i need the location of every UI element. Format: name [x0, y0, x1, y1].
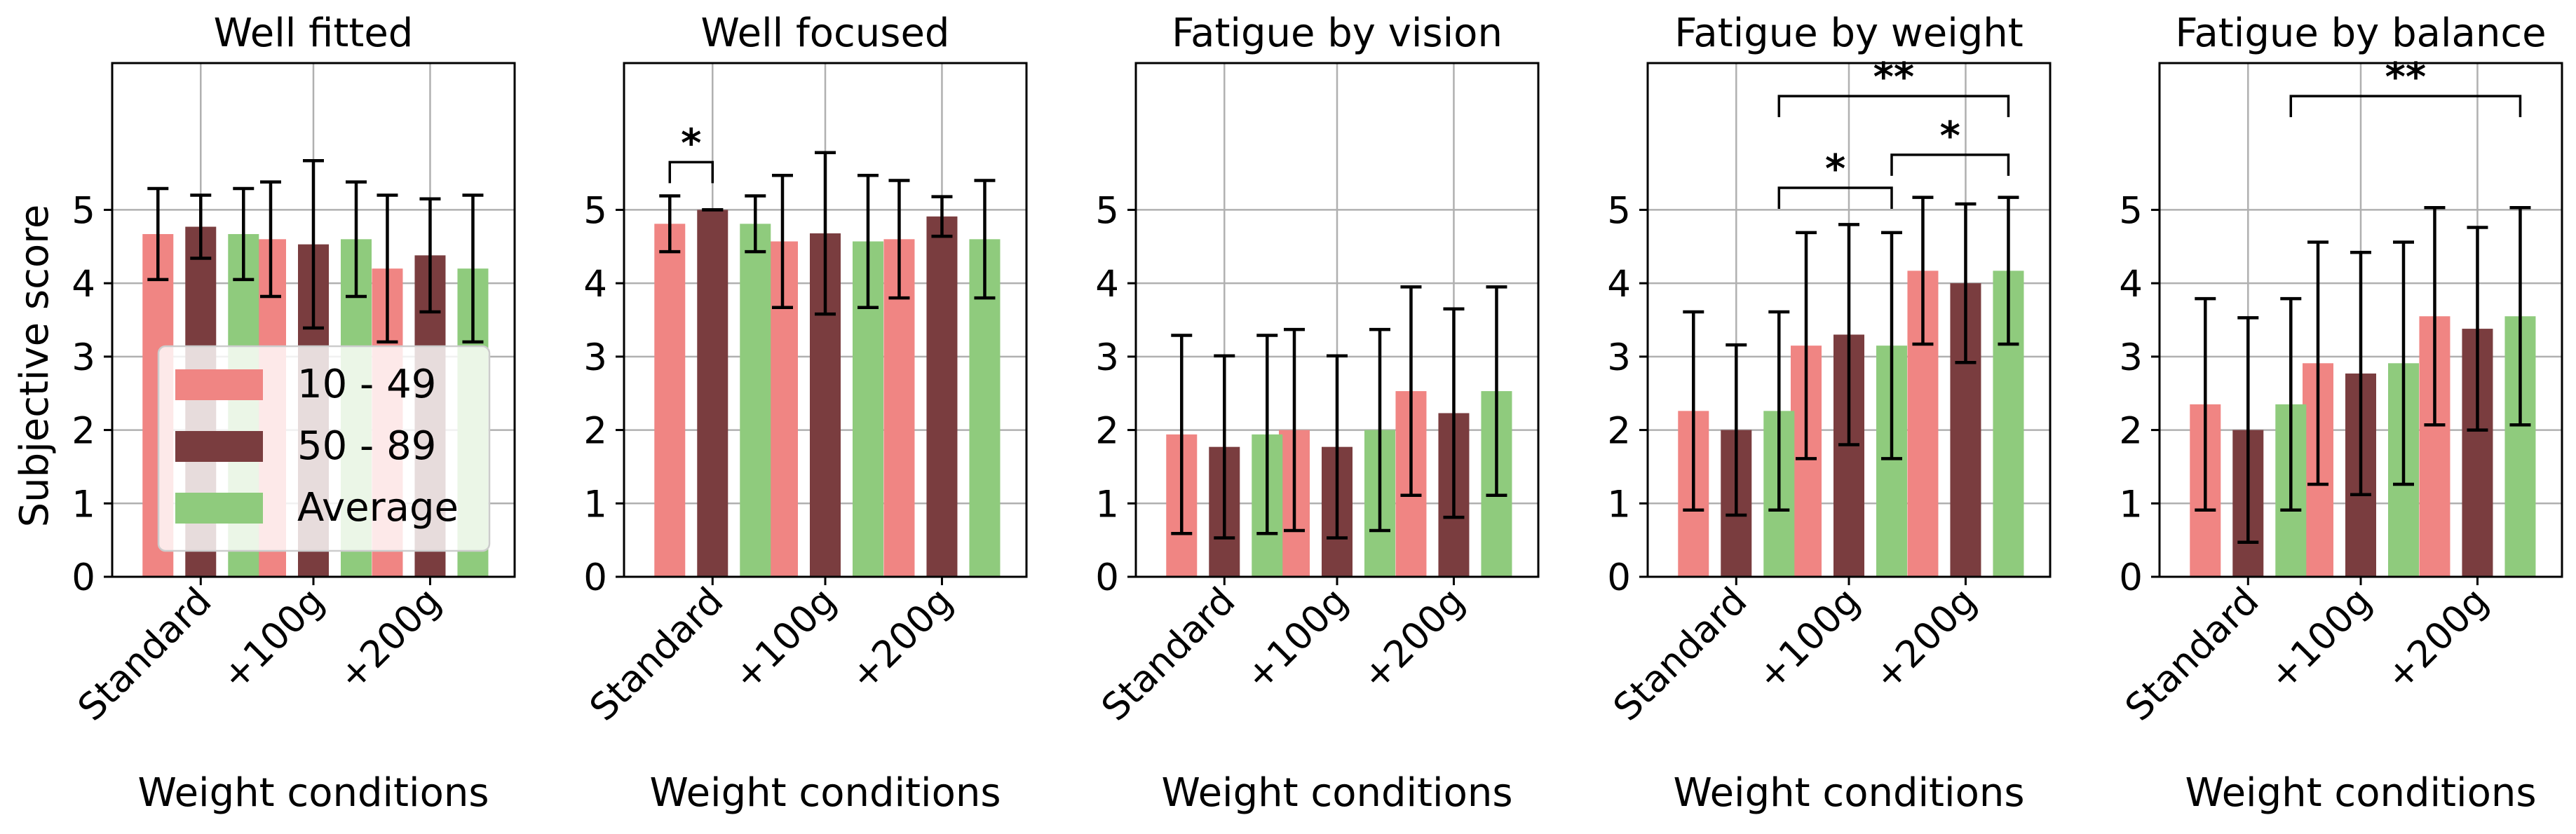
x-tick-label: +200g	[1354, 580, 1473, 699]
panel-title: Fatigue by balance	[2175, 11, 2546, 56]
y-tick-label: 1	[583, 483, 607, 526]
y-tick-label: 3	[583, 336, 607, 379]
y-tick-label: 3	[1607, 336, 1631, 379]
y-tick-label: 4	[1095, 263, 1119, 306]
legend-label: 10 - 49	[297, 362, 436, 407]
y-tick-label: 1	[2119, 483, 2143, 526]
x-tick-label: +200g	[842, 580, 961, 699]
y-tick-label: 5	[72, 189, 95, 232]
panel-title: Fatigue by weight	[1674, 11, 2023, 56]
y-tick-label: 2	[583, 410, 607, 453]
y-tick-label: 2	[2119, 410, 2143, 453]
x-tick-label: +200g	[2378, 580, 2497, 699]
legend-label: Average	[297, 485, 459, 531]
significance-bracket	[2289, 95, 2522, 118]
shared-y-axis-label: Subjective score	[12, 205, 57, 528]
panel-5: ** 0 1 2 3 4 5 Standard+100g+200g Fatigue by bal…	[2117, 11, 2563, 816]
y-tick-label: 0	[1607, 556, 1631, 599]
x-axis-label: Weight conditions	[650, 770, 1001, 816]
significance-label: *	[1940, 114, 1960, 159]
panel-title: Well fitted	[214, 11, 414, 56]
x-tick-label: Standard	[2117, 580, 2267, 730]
x-axis-label: Weight conditions	[1162, 770, 1513, 816]
x-tick-label: Standard	[582, 580, 732, 730]
panel-2: * 0 1 2 3 4 5 Standard+100g+200g Well focused Wei…	[582, 11, 1028, 816]
panel-3: 0 1 2 3 4 5 Standard+100g+200g Fatigue by visio…	[1094, 11, 1540, 816]
panel-title: Well focused	[701, 11, 950, 56]
significance-bracket	[1777, 95, 2010, 118]
y-tick-label: 0	[583, 556, 607, 599]
y-tick-label: 1	[72, 483, 95, 526]
y-tick-label: 4	[2119, 263, 2143, 306]
y-tick-label: 3	[72, 336, 95, 379]
y-tick-label: 4	[583, 263, 607, 306]
y-tick-label: 3	[2119, 336, 2143, 379]
x-tick-label: Standard	[1606, 580, 1756, 730]
panel-title: Fatigue by vision	[1172, 11, 1503, 56]
legend-swatch	[175, 493, 263, 524]
x-tick-label: +100g	[213, 580, 332, 699]
y-tick-label: 1	[1095, 483, 1119, 526]
x-tick-label: +100g	[725, 580, 844, 699]
y-tick-label: 4	[72, 263, 95, 306]
x-axis-label: Weight conditions	[1674, 770, 2025, 816]
x-tick-label: +200g	[1866, 580, 1985, 699]
y-tick-label: 3	[1095, 336, 1119, 379]
legend: 10 - 49 50 - 89 Average	[157, 345, 491, 552]
bar	[926, 216, 958, 577]
y-tick-label: 5	[1607, 189, 1631, 232]
y-tick-label: 0	[72, 556, 95, 599]
legend-swatch	[175, 431, 263, 462]
y-tick-label: 5	[1095, 189, 1119, 232]
y-tick-label: 2	[72, 410, 95, 453]
significance-bracket	[1890, 153, 2010, 176]
y-tick-label: 0	[2119, 556, 2143, 599]
legend-label: 50 - 89	[297, 423, 436, 469]
significance-label: **	[2385, 55, 2427, 100]
x-axis-label: Weight conditions	[138, 770, 489, 816]
y-tick-label: 1	[1607, 483, 1631, 526]
x-tick-label: +100g	[1749, 580, 1868, 699]
x-tick-label: +100g	[1237, 580, 1356, 699]
bar	[654, 224, 686, 577]
significance-label: **	[1873, 55, 1915, 100]
x-tick-label: +100g	[2260, 580, 2380, 699]
significance-bracket	[668, 160, 714, 184]
bar	[740, 224, 771, 577]
x-tick-label: Standard	[1094, 580, 1244, 730]
y-tick-label: 2	[1095, 410, 1119, 453]
significance-bracket	[1777, 186, 1893, 210]
y-tick-label: 5	[2119, 189, 2143, 232]
significance-label: *	[1825, 146, 1845, 192]
y-tick-label: 0	[1095, 556, 1119, 599]
x-tick-label: Standard	[70, 580, 220, 730]
bar	[697, 210, 728, 577]
y-tick-label: 4	[1607, 263, 1631, 306]
x-axis-label: Weight conditions	[2185, 770, 2537, 816]
x-tick-label: +200g	[330, 580, 449, 699]
legend-swatch	[175, 369, 263, 400]
y-tick-label: 2	[1607, 410, 1631, 453]
significance-label: *	[681, 121, 701, 166]
y-tick-label: 5	[583, 189, 607, 232]
